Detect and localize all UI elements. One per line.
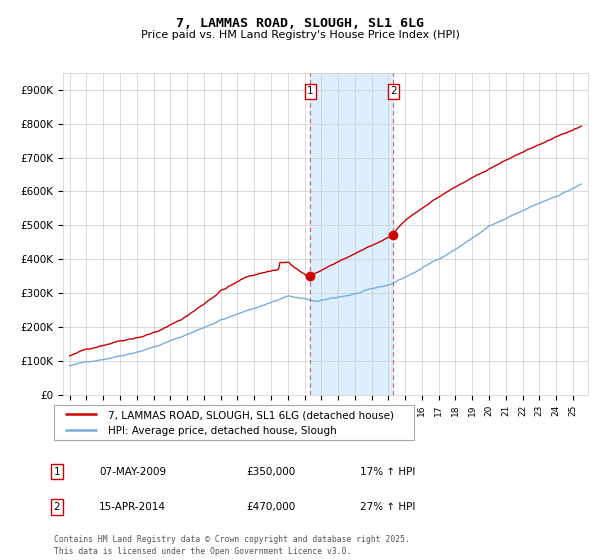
Text: HPI: Average price, detached house, Slough: HPI: Average price, detached house, Slou… [108,426,337,436]
Text: 7, LAMMAS ROAD, SLOUGH, SL1 6LG (detached house): 7, LAMMAS ROAD, SLOUGH, SL1 6LG (detache… [108,410,394,421]
Text: £350,000: £350,000 [246,466,295,477]
Text: 07-MAY-2009: 07-MAY-2009 [99,466,166,477]
Text: 1: 1 [53,466,61,477]
Text: 1: 1 [307,86,314,96]
Text: 2: 2 [390,86,397,96]
Text: £470,000: £470,000 [246,502,295,512]
FancyBboxPatch shape [54,405,414,440]
Text: 27% ↑ HPI: 27% ↑ HPI [360,502,415,512]
Text: 2: 2 [53,502,61,512]
Text: 7, LAMMAS ROAD, SLOUGH, SL1 6LG: 7, LAMMAS ROAD, SLOUGH, SL1 6LG [176,17,424,30]
Text: 15-APR-2014: 15-APR-2014 [99,502,166,512]
Text: Price paid vs. HM Land Registry's House Price Index (HPI): Price paid vs. HM Land Registry's House … [140,30,460,40]
Bar [310,73,393,395]
Text: Contains HM Land Registry data © Crown copyright and database right 2025.
This d: Contains HM Land Registry data © Crown c… [54,535,410,556]
Text: 17% ↑ HPI: 17% ↑ HPI [360,466,415,477]
